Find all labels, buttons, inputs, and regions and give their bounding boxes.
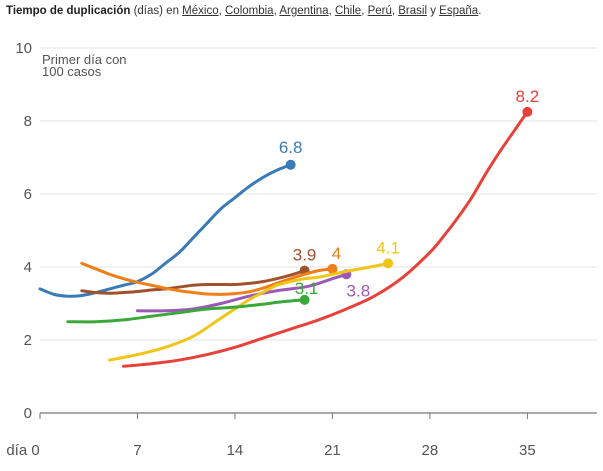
- series-end-point-peru: [327, 263, 338, 274]
- series-line-mexico: [66, 298, 307, 324]
- header-title-bold: Tiempo de duplicación: [6, 5, 131, 17]
- series-end-label-peru: 4: [332, 244, 341, 263]
- series-line-peru: [80, 261, 334, 296]
- series-line-espana: [122, 110, 529, 368]
- series-end-point-brasil: [383, 258, 394, 269]
- y-tick-label: 4: [24, 259, 32, 276]
- header-country-6: España: [439, 5, 479, 17]
- header-separator: .: [478, 5, 482, 17]
- country-list: México, Colombia, Argentina, Chile, Perú…: [182, 5, 481, 17]
- series-end-point-argentina: [285, 159, 296, 170]
- header-country-2: Argentina: [279, 5, 329, 17]
- x-tick-label: 35: [519, 442, 536, 459]
- series-end-label-espana: 8.2: [516, 87, 540, 106]
- header-country-0: México: [182, 5, 219, 17]
- series-end-label-mexico: 3.1: [295, 279, 319, 298]
- y-tick-label: 2: [24, 332, 32, 349]
- header-separator: ,: [218, 5, 225, 17]
- header-separator: ,: [328, 5, 335, 17]
- series-end-label-argentina: 6.8: [279, 138, 303, 157]
- x-tick-label: día 0: [6, 442, 39, 459]
- chart-header: Tiempo de duplicación (días) en México, …: [6, 5, 481, 17]
- y-tick-label: 0: [24, 405, 32, 422]
- series-line-colombia: [80, 269, 307, 295]
- series-end-label-chile: 3.8: [347, 281, 371, 300]
- header-title-rest: (días) en: [130, 5, 183, 17]
- series-end-label-colombia: 3.9: [293, 246, 317, 265]
- header-separator: ,: [361, 5, 368, 17]
- y-tick-label: 8: [24, 113, 32, 130]
- series-end-point-mexico: [299, 294, 310, 305]
- header-separator: y: [427, 5, 440, 17]
- y-tick-label: 10: [15, 40, 32, 57]
- header-country-5: Brasil: [398, 5, 428, 17]
- series-line-argentina: [38, 163, 293, 298]
- x-tick-label: 14: [227, 442, 244, 459]
- series-line-brasil: [108, 261, 390, 362]
- header-country-4: Perú: [367, 5, 392, 17]
- y-tick-label: 6: [24, 186, 32, 203]
- header-country-1: Colombia: [225, 5, 274, 17]
- header-country-3: Chile: [334, 5, 362, 17]
- header-separator: ,: [273, 5, 280, 17]
- header-separator: ,: [391, 5, 399, 17]
- series-end-label-brasil: 4.1: [376, 238, 400, 257]
- series-end-point-espana: [522, 106, 533, 117]
- x-tick-label: 21: [324, 442, 341, 459]
- x-tick-label: 28: [422, 442, 439, 459]
- first-day-annotation: 100 casos: [42, 64, 102, 79]
- x-tick-label: 7: [133, 442, 141, 459]
- first-day-annotation: Primer día con: [42, 52, 127, 67]
